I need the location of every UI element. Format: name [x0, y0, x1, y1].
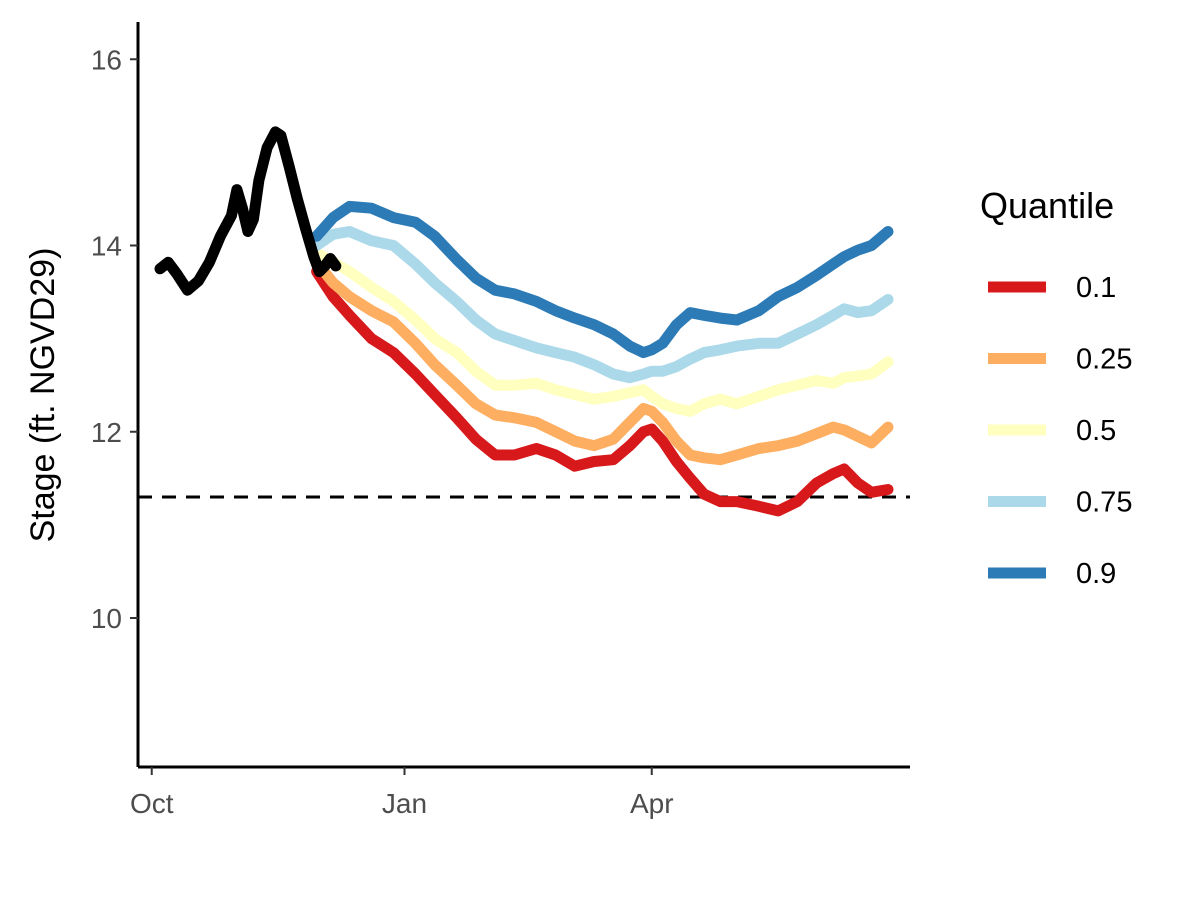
- plot-area: [138, 126, 910, 517]
- series-line-0-25: [311, 256, 894, 466]
- y-tick-label: 16: [91, 44, 122, 75]
- axes: 10 12 14 16 Oct Jan Apr Stage (ft. NGVD29): [24, 22, 910, 819]
- legend-label: 0.9: [1076, 558, 1116, 590]
- y-tick-label: 10: [91, 603, 122, 634]
- legend-label: 0.75: [1076, 487, 1132, 519]
- x-tick-label: Apr: [630, 788, 674, 819]
- y-axis-ticks: 10 12 14 16: [91, 44, 138, 634]
- legend-items: 0.1 0.25 0.5 0.75 0.9: [988, 272, 1132, 590]
- y-axis-title: Stage (ft. NGVD29): [24, 248, 62, 543]
- observed-series-line: [154, 126, 342, 296]
- legend-title: Quantile: [980, 185, 1114, 226]
- legend-label: 0.1: [1076, 272, 1116, 304]
- series-line-0-75: [311, 226, 894, 384]
- y-tick-label: 14: [91, 231, 122, 262]
- series-line-0-1: [311, 266, 894, 517]
- legend-label: 0.25: [1076, 344, 1132, 376]
- series-line-0-9: [311, 200, 894, 359]
- legend: Quantile 0.1 0.25 0.5 0.75 0.9: [980, 185, 1132, 590]
- series-layer: [311, 200, 894, 517]
- x-tick-label: Jan: [382, 788, 427, 819]
- x-tick-label: Oct: [130, 788, 174, 819]
- series-line-0-5: [311, 247, 894, 417]
- legend-label: 0.5: [1076, 415, 1116, 447]
- y-tick-label: 12: [91, 417, 122, 448]
- x-axis-ticks: Oct Jan Apr: [130, 767, 674, 819]
